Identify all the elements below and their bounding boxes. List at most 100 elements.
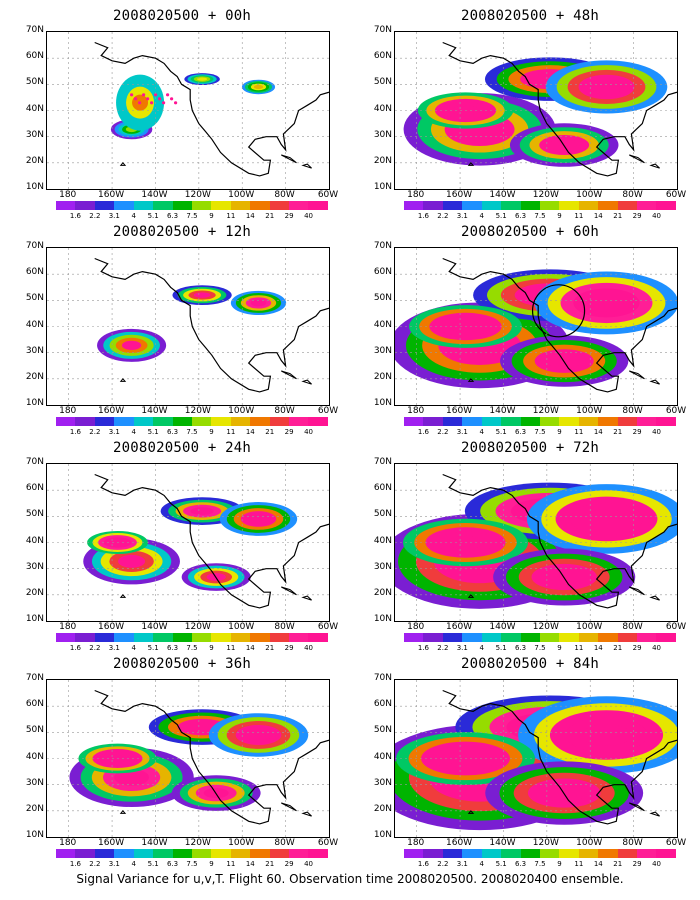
lat-tick-label: 40N xyxy=(25,751,44,762)
colorbar-label: 1.6 xyxy=(69,860,81,868)
color-swatch xyxy=(133,849,154,858)
island-outline xyxy=(119,162,127,166)
variance-map xyxy=(46,679,330,838)
colorbar-label: 40 xyxy=(652,644,662,652)
lon-tick-label: 160W xyxy=(98,190,125,200)
lon-tick-label: 160W xyxy=(446,622,473,632)
variance-contour xyxy=(197,77,208,81)
variance-contour xyxy=(586,294,627,312)
colorbar-label: 7.5 xyxy=(534,644,546,652)
observation-dot xyxy=(150,101,154,105)
colorbar-label: 4 xyxy=(131,644,136,652)
lon-tick-label: 80W xyxy=(622,838,643,848)
color-swatch xyxy=(191,417,212,426)
variance-contour xyxy=(187,722,218,733)
lat-tick-label: 30N xyxy=(373,561,392,572)
colorbar-label: 11 xyxy=(226,860,236,868)
island-outline xyxy=(301,811,312,817)
colorbar-label: 29 xyxy=(632,644,642,652)
lat-tick-label: 70N xyxy=(373,673,392,683)
observation-dot xyxy=(158,97,162,101)
color-swatch xyxy=(289,201,309,210)
lat-tick-label: 10N xyxy=(373,614,392,624)
color-swatch xyxy=(114,201,134,210)
color-swatch xyxy=(289,417,309,426)
lat-tick-label: 20N xyxy=(25,803,44,814)
island-outline xyxy=(649,379,660,385)
colorbar-label: 1.6 xyxy=(417,644,429,652)
color-swatch xyxy=(211,849,231,858)
map-panel-p00: 2008020500 + 00h 70N 60N 50N 40N 30N 20N 10N 180… xyxy=(12,4,352,226)
island-outline xyxy=(629,154,645,164)
color-swatch xyxy=(501,633,521,642)
lon-tick-label: 80W xyxy=(622,190,643,200)
color-swatch xyxy=(637,633,657,642)
colorbar-label: 2.2 xyxy=(89,644,101,652)
color-swatch xyxy=(559,633,579,642)
colorbar-label: 9 xyxy=(557,212,562,220)
map-panel-p60: 2008020500 + 60h 70N 60N 50N 40N 30N 20N 10N 180… xyxy=(360,220,700,442)
variance-contour xyxy=(584,509,629,529)
color-swatch xyxy=(598,201,618,210)
color-swatch xyxy=(656,849,676,858)
lon-tick-label: 60W xyxy=(665,406,687,416)
lon-tick-label: 120W xyxy=(184,406,211,416)
colorbar-label: 5.1 xyxy=(147,644,159,652)
colorbar-label: 29 xyxy=(632,212,642,220)
lon-tick-label: 80W xyxy=(274,190,295,200)
variance-contour xyxy=(118,554,146,568)
color-swatch xyxy=(269,201,290,210)
color-bar xyxy=(56,417,328,426)
lat-tick-label: 20N xyxy=(373,155,392,166)
map-panel-p72: 2008020500 + 72h 70N 60N 50N 40N 30N 20N 10N 180… xyxy=(360,436,700,658)
lon-tick-label: 100W xyxy=(576,622,603,632)
color-swatch xyxy=(520,417,540,426)
colorbar-label: 5.1 xyxy=(495,212,507,220)
colorbar-label: 1.6 xyxy=(69,428,81,436)
color-swatch xyxy=(578,633,599,642)
colorbar-label: 9 xyxy=(209,212,214,220)
map-field xyxy=(47,32,329,189)
lat-tick-label: 10N xyxy=(373,830,392,840)
map-panel-p48: 2008020500 + 48h 70N 60N 50N 40N 30N 20N 10N 180… xyxy=(360,4,700,226)
lon-tick-label: 140W xyxy=(489,622,516,632)
color-swatch xyxy=(250,417,270,426)
colorbar-label: 5.1 xyxy=(495,860,507,868)
colorbar-label: 7.5 xyxy=(186,860,198,868)
lon-tick-label: 60W xyxy=(665,622,687,632)
colorbar-label: 14 xyxy=(245,860,255,868)
color-swatch xyxy=(462,417,482,426)
lat-tick-label: 40N xyxy=(25,103,44,114)
colorbar-label: 5.1 xyxy=(495,644,507,652)
color-swatch xyxy=(75,849,95,858)
lat-tick-label: 20N xyxy=(25,587,44,598)
lat-tick-label: 30N xyxy=(25,345,44,356)
color-swatch xyxy=(520,633,540,642)
color-swatch xyxy=(462,849,482,858)
lat-tick-label: 10N xyxy=(373,398,392,408)
color-swatch xyxy=(133,417,154,426)
color-swatch xyxy=(230,201,251,210)
colorbar-label: 11 xyxy=(226,212,236,220)
island-outline xyxy=(119,810,127,814)
variance-contour xyxy=(193,292,211,298)
observation-dot xyxy=(174,101,178,105)
colorbar-label: 40 xyxy=(652,212,662,220)
lon-tick-label: 120W xyxy=(532,622,559,632)
colorbar-label: 6.3 xyxy=(166,644,179,652)
lon-tick-label: 180 xyxy=(59,622,77,632)
color-swatch xyxy=(308,633,328,642)
colorbar-label: 3.1 xyxy=(456,860,468,868)
colorbar-label: 11 xyxy=(574,212,584,220)
color-swatch xyxy=(617,201,638,210)
color-swatch xyxy=(56,201,76,210)
lon-tick-label: 120W xyxy=(532,190,559,200)
map-panel-p24: 2008020500 + 24h 70N 60N 50N 40N 30N 20N 10N 180… xyxy=(12,436,352,658)
lon-tick-label: 180 xyxy=(59,838,77,848)
colorbar-label: 29 xyxy=(632,428,642,436)
map-field xyxy=(47,248,329,405)
coastline xyxy=(442,473,677,609)
color-swatch xyxy=(617,417,638,426)
colorbar-label: 14 xyxy=(593,860,603,868)
color-swatch xyxy=(94,201,115,210)
